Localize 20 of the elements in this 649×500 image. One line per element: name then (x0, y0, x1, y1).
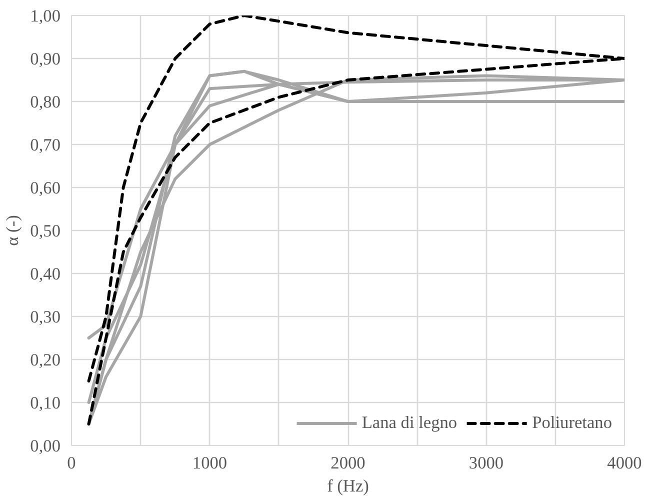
y-tick-label: 0,60 (30, 178, 61, 198)
y-tick-label: 0,70 (30, 136, 61, 154)
y-tick-label: 0,90 (30, 50, 61, 68)
x-tick-label: 0 (67, 454, 76, 472)
y-tick-label: 0,20 (30, 350, 61, 370)
legend-label: Poliuretano (532, 413, 612, 433)
x-tick-label: 2000 (330, 454, 366, 472)
y-axis-title: α (-) (3, 214, 22, 246)
x-axis-title: f (Hz) (327, 476, 370, 496)
y-tick-label: 0,40 (30, 264, 61, 284)
x-tick-label: 1000 (192, 454, 228, 472)
y-tick-label: 1,00 (30, 6, 61, 26)
y-tick-label: 0,10 (30, 394, 61, 412)
legend-label: Lana di legno (362, 413, 458, 433)
x-tick-label: 3000 (468, 454, 504, 472)
y-tick-label: 0,00 (30, 436, 61, 456)
y-tick-label: 0,80 (30, 92, 61, 112)
x-tick-label: 4000 (607, 454, 642, 472)
y-tick-label: 0,30 (30, 308, 61, 326)
y-tick-label: 0,50 (30, 222, 61, 240)
